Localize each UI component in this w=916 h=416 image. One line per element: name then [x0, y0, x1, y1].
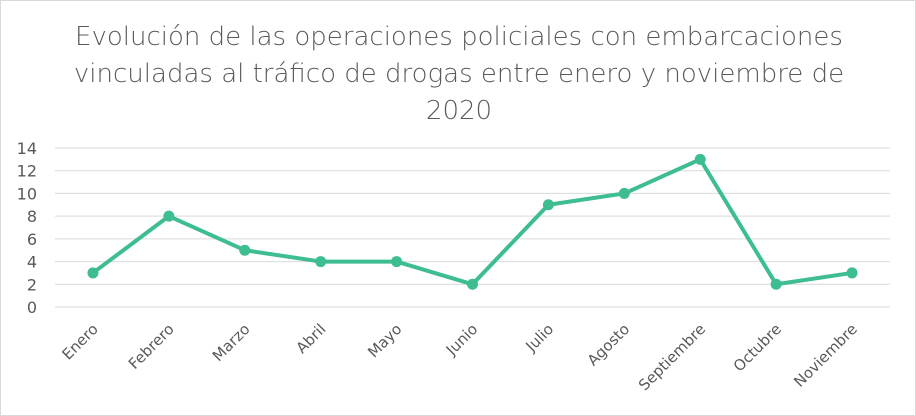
x-tick-label: Noviembre [790, 320, 861, 391]
data-point [618, 187, 630, 199]
chart-title: Evolución de las operaciones policiales … [73, 22, 845, 126]
data-point [163, 210, 175, 222]
y-tick-label: 0 [27, 298, 37, 317]
x-tick-label: Octubre [730, 320, 785, 375]
y-axis-ticks: 0 2 4 6 8 10 12 14 [17, 139, 37, 317]
x-tick-label: Enero [58, 320, 101, 363]
data-point [542, 199, 554, 211]
data-point [770, 278, 782, 290]
x-axis-ticks: Enero Febrero Marzo Abril Mayo Junio Julio Agos… [58, 320, 860, 394]
x-tick-label: Febrero [125, 320, 178, 373]
x-tick-label: Marzo [209, 320, 254, 365]
x-tick-label: Junio [442, 320, 481, 359]
y-tick-label: 12 [17, 162, 37, 181]
x-tick-label: Mayo [364, 320, 405, 361]
data-point [694, 153, 706, 165]
y-tick-label: 2 [27, 275, 37, 294]
series-layer [87, 153, 858, 290]
data-point [239, 244, 251, 256]
series-line [90, 157, 855, 287]
data-point [87, 267, 99, 279]
data-point [846, 267, 858, 279]
x-tick-label: Julio [522, 320, 558, 356]
y-tick-label: 14 [17, 139, 37, 158]
x-tick-label: Septiembre [635, 320, 709, 394]
data-point [315, 256, 327, 268]
data-point [467, 278, 478, 290]
y-tick-label: 6 [27, 230, 37, 249]
data-point [391, 256, 403, 268]
x-tick-label: Agosto [584, 320, 633, 369]
y-tick-label: 10 [17, 184, 37, 203]
y-tick-label: 8 [27, 207, 37, 226]
x-tick-label: Abril [293, 320, 330, 357]
y-tick-label: 4 [27, 253, 37, 272]
